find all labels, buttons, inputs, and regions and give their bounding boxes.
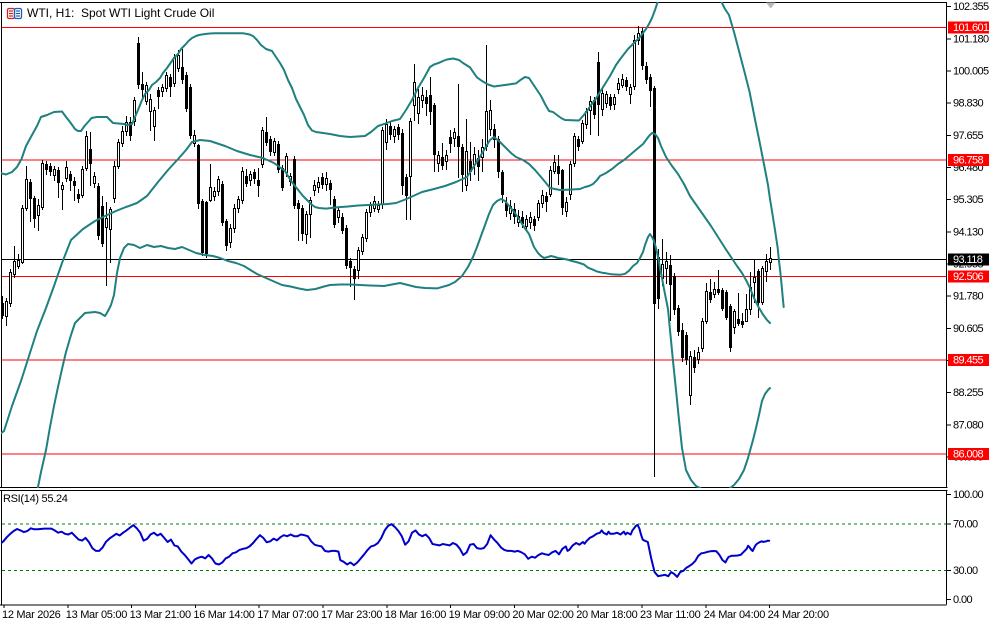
svg-text:94.130: 94.130 — [953, 226, 984, 238]
svg-text:100.005: 100.005 — [953, 66, 989, 78]
svg-text:92.506: 92.506 — [953, 271, 984, 283]
svg-text:95.305: 95.305 — [953, 194, 984, 206]
svg-text:101.601: 101.601 — [953, 22, 989, 34]
svg-text:91.780: 91.780 — [953, 291, 984, 303]
svg-text:24 Mar 04:00: 24 Mar 04:00 — [704, 609, 765, 621]
svg-text:WTI, H1: Spot WTI Light Crude: WTI, H1: Spot WTI Light Crude Oil — [27, 6, 214, 20]
svg-text:30.00: 30.00 — [953, 565, 978, 577]
svg-text:18 Mar 16:00: 18 Mar 16:00 — [385, 609, 446, 621]
svg-text:86.008: 86.008 — [953, 449, 984, 461]
svg-text:0.00: 0.00 — [953, 594, 972, 606]
svg-text:93.118: 93.118 — [953, 254, 983, 266]
svg-text:23 Mar 11:00: 23 Mar 11:00 — [640, 609, 701, 621]
svg-text:13 Mar 05:00: 13 Mar 05:00 — [66, 609, 127, 621]
svg-text:102.355: 102.355 — [953, 1, 989, 13]
svg-text:70.00: 70.00 — [953, 519, 978, 531]
svg-text:13 Mar 21:00: 13 Mar 21:00 — [130, 609, 191, 621]
svg-text:87.080: 87.080 — [953, 419, 984, 431]
svg-text:100.00: 100.00 — [953, 489, 984, 501]
svg-text:19 Mar 09:00: 19 Mar 09:00 — [449, 609, 510, 621]
svg-text:20 Mar 18:00: 20 Mar 18:00 — [576, 609, 637, 621]
svg-text:90.605: 90.605 — [953, 323, 984, 335]
svg-text:89.455: 89.455 — [953, 354, 984, 366]
svg-text:96.758: 96.758 — [953, 154, 984, 166]
svg-text:17 Mar 07:00: 17 Mar 07:00 — [257, 609, 318, 621]
svg-text:20 Mar 02:00: 20 Mar 02:00 — [512, 609, 573, 621]
svg-text:98.830: 98.830 — [953, 98, 984, 110]
svg-text:17 Mar 23:00: 17 Mar 23:00 — [321, 609, 382, 621]
svg-text:RSI(14) 55.24: RSI(14) 55.24 — [3, 493, 68, 505]
svg-text:12 Mar 2026: 12 Mar 2026 — [2, 609, 61, 621]
svg-text:101.180: 101.180 — [953, 33, 989, 45]
svg-text:16 Mar 14:00: 16 Mar 14:00 — [193, 609, 254, 621]
svg-text:88.255: 88.255 — [953, 387, 984, 399]
svg-text:97.655: 97.655 — [953, 130, 984, 142]
svg-text:24 Mar 20:00: 24 Mar 20:00 — [768, 609, 829, 621]
